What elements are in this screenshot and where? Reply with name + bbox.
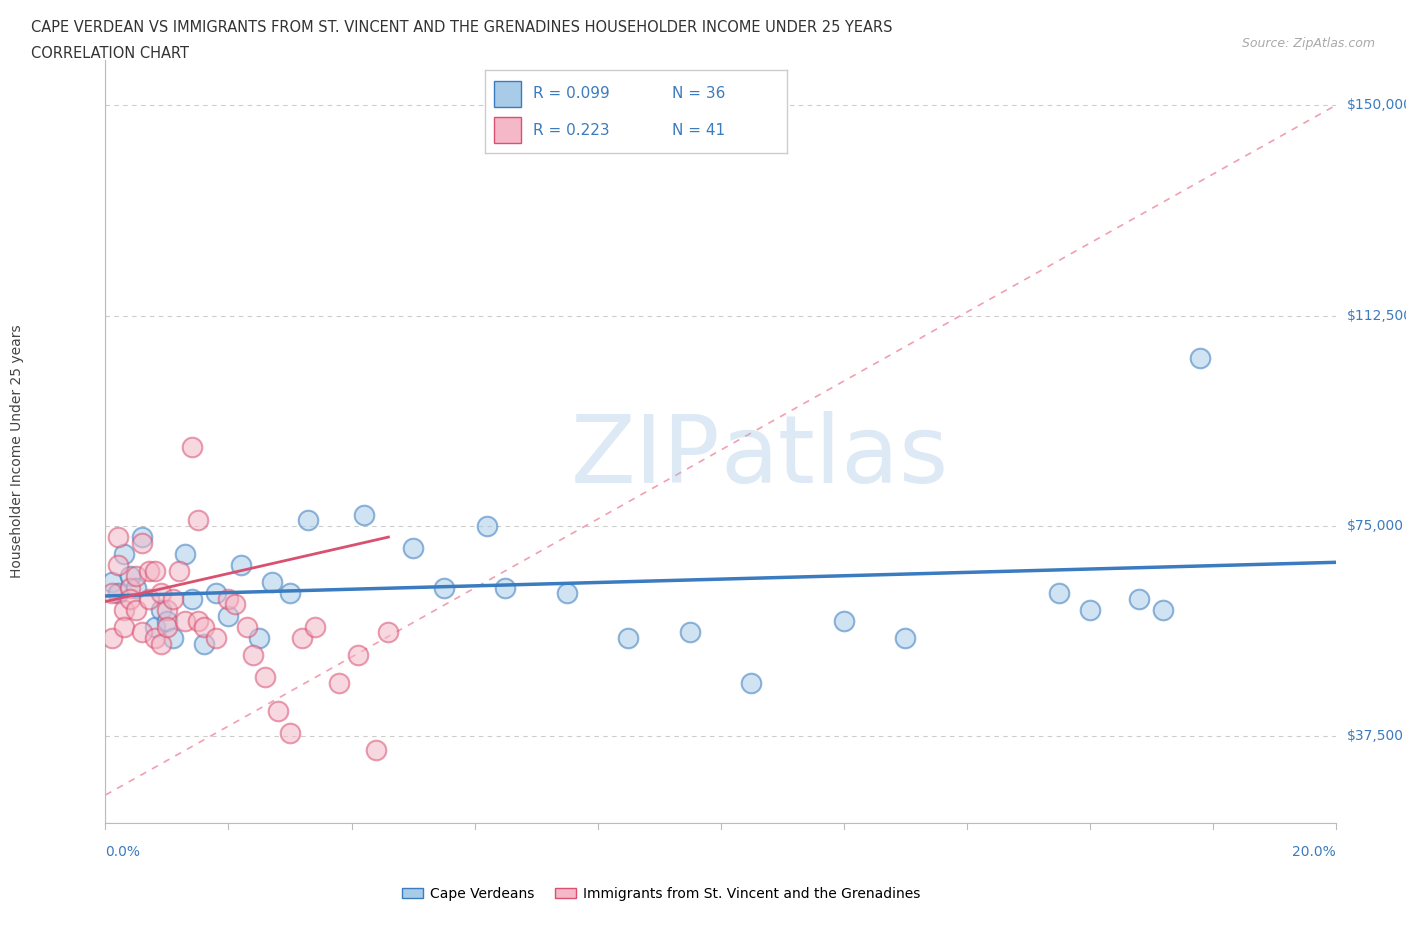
Point (894, 631, 917, 645)
Point (304, 619, 326, 634)
Point (254, 670, 277, 684)
Text: ZIP: ZIP (571, 411, 721, 503)
Point (143, 619, 166, 634)
Point (149, 603, 172, 618)
Point (156, 619, 179, 634)
Point (679, 625, 702, 640)
Point (120, 580, 141, 595)
Text: N = 41: N = 41 (672, 123, 725, 138)
Point (180, 440, 202, 455)
Point (162, 591, 184, 606)
Point (353, 507, 375, 522)
Point (187, 512, 209, 527)
Point (278, 726, 301, 741)
Point (125, 603, 148, 618)
Text: R = 0.223: R = 0.223 (533, 123, 610, 138)
Point (125, 580, 148, 595)
Point (260, 575, 283, 590)
Point (832, 614, 855, 629)
Point (120, 591, 141, 606)
Point (1153, 603, 1175, 618)
Point (494, 580, 516, 595)
Point (291, 631, 314, 645)
Point (169, 564, 191, 578)
FancyBboxPatch shape (494, 116, 522, 143)
Text: $37,500: $37,500 (1347, 729, 1403, 743)
Point (193, 636, 215, 651)
Point (617, 631, 640, 645)
Point (156, 603, 179, 618)
Point (143, 564, 166, 578)
Point (180, 591, 202, 606)
Point (174, 547, 197, 562)
Point (1128, 591, 1150, 606)
Point (100, 586, 122, 601)
Point (131, 530, 153, 545)
Text: $150,000: $150,000 (1347, 99, 1406, 113)
Point (205, 631, 228, 645)
Text: CORRELATION CHART: CORRELATION CHART (31, 46, 188, 61)
Point (112, 547, 135, 562)
Point (138, 591, 160, 606)
Point (740, 675, 762, 690)
Point (377, 625, 399, 640)
Text: R = 0.099: R = 0.099 (533, 86, 610, 100)
Point (120, 569, 141, 584)
Text: atlas: atlas (721, 411, 949, 503)
Point (236, 619, 259, 634)
Point (328, 675, 350, 690)
Point (364, 743, 387, 758)
Text: 20.0%: 20.0% (1292, 844, 1336, 858)
Text: CAPE VERDEAN VS IMMIGRANTS FROM ST. VINCENT AND THE GRENADINES HOUSEHOLDER INCOM: CAPE VERDEAN VS IMMIGRANTS FROM ST. VINC… (31, 20, 893, 35)
Point (402, 541, 425, 556)
Point (187, 614, 209, 629)
Text: Householder Income Under 25 years: Householder Income Under 25 years (10, 325, 24, 578)
Point (555, 586, 578, 601)
Point (112, 603, 135, 618)
Point (433, 580, 456, 595)
Point (247, 631, 270, 645)
Text: $112,500: $112,500 (1347, 309, 1406, 323)
Point (107, 530, 129, 545)
Point (143, 631, 166, 645)
FancyBboxPatch shape (494, 81, 522, 108)
Point (1078, 603, 1101, 618)
Point (297, 512, 319, 527)
Legend: Cape Verdeans, Immigrants from St. Vincent and the Grenadines: Cape Verdeans, Immigrants from St. Vince… (396, 882, 925, 907)
Point (112, 619, 135, 634)
Point (242, 647, 264, 662)
Point (193, 619, 215, 634)
Point (205, 586, 228, 601)
Point (224, 597, 246, 612)
Text: Source: ZipAtlas.com: Source: ZipAtlas.com (1241, 37, 1375, 50)
Point (125, 569, 148, 584)
Text: 0.0%: 0.0% (105, 844, 141, 858)
Point (131, 536, 153, 551)
Point (346, 647, 368, 662)
Point (100, 575, 122, 590)
Point (162, 631, 184, 645)
Point (174, 614, 197, 629)
Text: N = 36: N = 36 (672, 86, 725, 100)
Point (278, 586, 301, 601)
Point (107, 558, 129, 573)
Point (218, 591, 240, 606)
Point (100, 631, 122, 645)
Text: $75,000: $75,000 (1347, 519, 1403, 533)
Point (149, 636, 172, 651)
Point (107, 586, 129, 601)
Point (149, 586, 172, 601)
Point (138, 564, 160, 578)
Point (267, 703, 290, 718)
Point (131, 625, 153, 640)
Point (218, 608, 240, 623)
Point (1189, 351, 1212, 365)
Point (156, 614, 179, 629)
Point (229, 558, 252, 573)
Point (1047, 586, 1070, 601)
Point (475, 518, 498, 533)
